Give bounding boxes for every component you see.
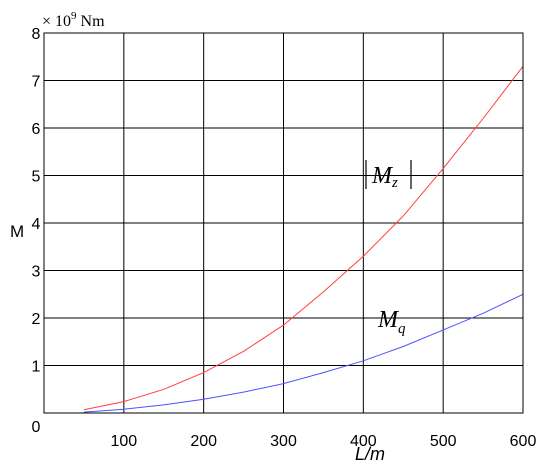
y-tick-label: 3 — [32, 264, 41, 281]
y-tick-label: 6 — [32, 121, 41, 138]
series-line-mz — [83, 65, 524, 411]
series-label-mz-sub: z — [391, 175, 398, 191]
x-tick-label: 600 — [510, 433, 537, 450]
series-line-mq — [83, 293, 524, 413]
series-annotation-mz: Mz — [365, 160, 412, 191]
y-tick-label: 1 — [32, 359, 41, 376]
x-tick-label: 300 — [270, 433, 297, 450]
grid — [44, 33, 523, 413]
y-axis-label: M — [10, 222, 24, 241]
tick-labels: 0 100 200 300 400 500 600 1 2 3 4 5 6 7 8 — [32, 26, 537, 450]
x-axis-label: L/m — [355, 444, 385, 464]
series-layer — [83, 65, 524, 413]
x-tick-label: 0 — [32, 419, 41, 436]
series-label-mq-sub: q — [398, 321, 406, 337]
x-tick-label: 100 — [110, 433, 137, 450]
x-tick-label: 400 — [350, 433, 377, 450]
y-tick-label: 5 — [32, 169, 41, 186]
y-scale-label: × 109 Nm — [42, 10, 105, 30]
series-label-mq-main: M — [377, 307, 400, 333]
y-tick-label: 4 — [32, 216, 41, 233]
svg-text:Mz: Mz — [371, 163, 398, 191]
series-label-mz-main: M — [371, 163, 394, 189]
x-tick-label: 200 — [190, 433, 217, 450]
y-tick-label: 8 — [32, 26, 41, 43]
y-tick-label: 7 — [32, 74, 41, 91]
y-tick-label: 2 — [32, 311, 41, 328]
plot-frame — [43, 32, 524, 414]
series-annotation-mq: Mq — [377, 307, 406, 337]
x-tick-label: 500 — [430, 433, 457, 450]
